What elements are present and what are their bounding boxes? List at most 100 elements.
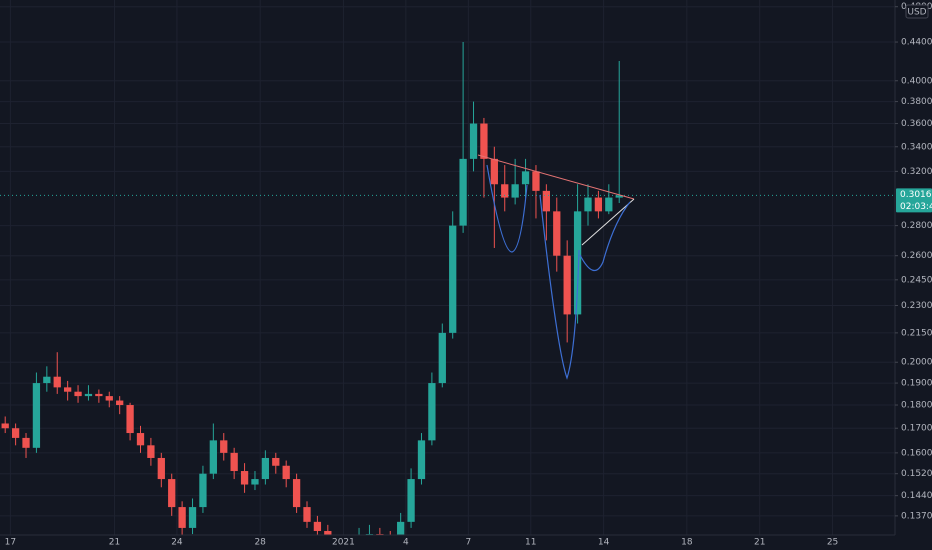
pattern-curve [579,201,631,271]
candle-body [511,184,519,198]
x-tick-label: 4 [403,538,409,548]
x-tick-label: 2021 [332,538,355,548]
candle-body [521,171,530,185]
candle-body [553,211,561,256]
candle-body [199,473,207,508]
candle-body [501,184,509,198]
candle-body [157,457,165,480]
candle-body [469,123,478,159]
candle-body [147,445,155,458]
candle-body [209,440,217,474]
candle-body [563,255,571,315]
candle-body [594,197,603,212]
candle-body [605,197,613,212]
y-tick-label: 0.160000 [901,448,932,458]
candle-body [84,393,93,397]
y-tick-label: 0.440000 [901,38,932,48]
countdown-label: 02:03:45 [900,202,932,212]
pattern-curve [539,194,580,380]
y-tick-label: 0.320000 [901,167,932,177]
candle-body [449,225,457,333]
y-tick-label: 0.230000 [901,301,932,311]
y-tick-label: 0.144000 [901,491,932,501]
candle-body [480,123,488,159]
y-tick-label: 0.380000 [901,97,932,107]
x-tick-label: 17 [5,538,16,548]
candle-body [584,197,592,212]
support-trendline [581,198,635,246]
candle-body [178,507,186,528]
y-tick-label: 0.340000 [901,142,932,152]
grid [0,0,895,535]
candle-body [417,440,426,480]
candle-body [542,190,551,212]
candle-body [313,521,322,531]
candle-body [459,158,467,226]
candle-body [438,332,446,384]
y-tick-label: 0.215000 [901,328,932,338]
axes: 0.137000 0.144000 0.152000 0.160000 0.170000… [5,2,932,548]
x-tick-label: 14 [598,538,610,548]
candles [0,42,895,535]
candle-body [282,465,290,480]
candle-body [136,433,145,446]
candle-body [126,405,134,434]
x-tick-label: 11 [525,538,536,548]
y-tick-label: 0.260000 [901,251,932,261]
candle-body [188,507,197,528]
y-tick-label: 0.280000 [901,221,932,231]
candle-body [272,457,280,466]
resistance-trendline [477,154,635,200]
last-price-label: 0.301666 [900,190,932,200]
candle-body [11,428,20,438]
y-tick-label: 0.180000 [901,401,932,411]
candle-body [490,158,498,185]
candle-body [615,195,623,198]
candle-body [168,479,176,508]
candle-body [240,471,249,485]
y-tick-label: 0.152000 [901,469,932,479]
candle-body [428,383,436,441]
candle-body [1,423,9,429]
candle-body [261,457,270,480]
candle-body [292,479,301,508]
candle-body [22,437,30,448]
pattern-curve [486,164,528,253]
candle-body [53,376,61,388]
currency-label: USD [907,8,926,18]
candle-body [532,171,540,191]
x-tick-label: 25 [827,538,838,548]
x-tick-label: 21 [754,538,765,548]
y-tick-label: 0.400000 [901,76,932,86]
candle-body [251,479,259,485]
currency-box [905,4,929,19]
x-tick-label: 7 [465,538,471,548]
y-tick-label: 0.137000 [901,511,932,521]
candle-body [303,507,311,522]
y-tick-label: 0.245000 [901,275,932,285]
y-tick-label: 0.200000 [901,358,932,368]
candle-body [324,530,332,535]
candle-body [230,452,238,472]
y-tick-label: 0.190000 [901,379,932,389]
candle-body [397,521,405,535]
candle-body [116,400,124,406]
candle-body [220,440,228,453]
x-tick-label: 24 [171,538,183,548]
drawings [477,154,635,380]
candle-body [74,391,82,397]
x-tick-label: 18 [681,538,693,548]
last-price-box [896,188,932,213]
x-tick-label: 28 [254,538,266,548]
candle-body [573,211,582,315]
y-tick-label: 0.170000 [901,424,932,434]
candle-body [407,479,415,522]
candle-body [32,383,41,448]
candle-body [64,387,72,392]
y-tick-label: 0.360000 [901,119,932,129]
candle-body [43,376,51,384]
x-tick-label: 21 [109,538,120,548]
candle-body [95,393,103,397]
